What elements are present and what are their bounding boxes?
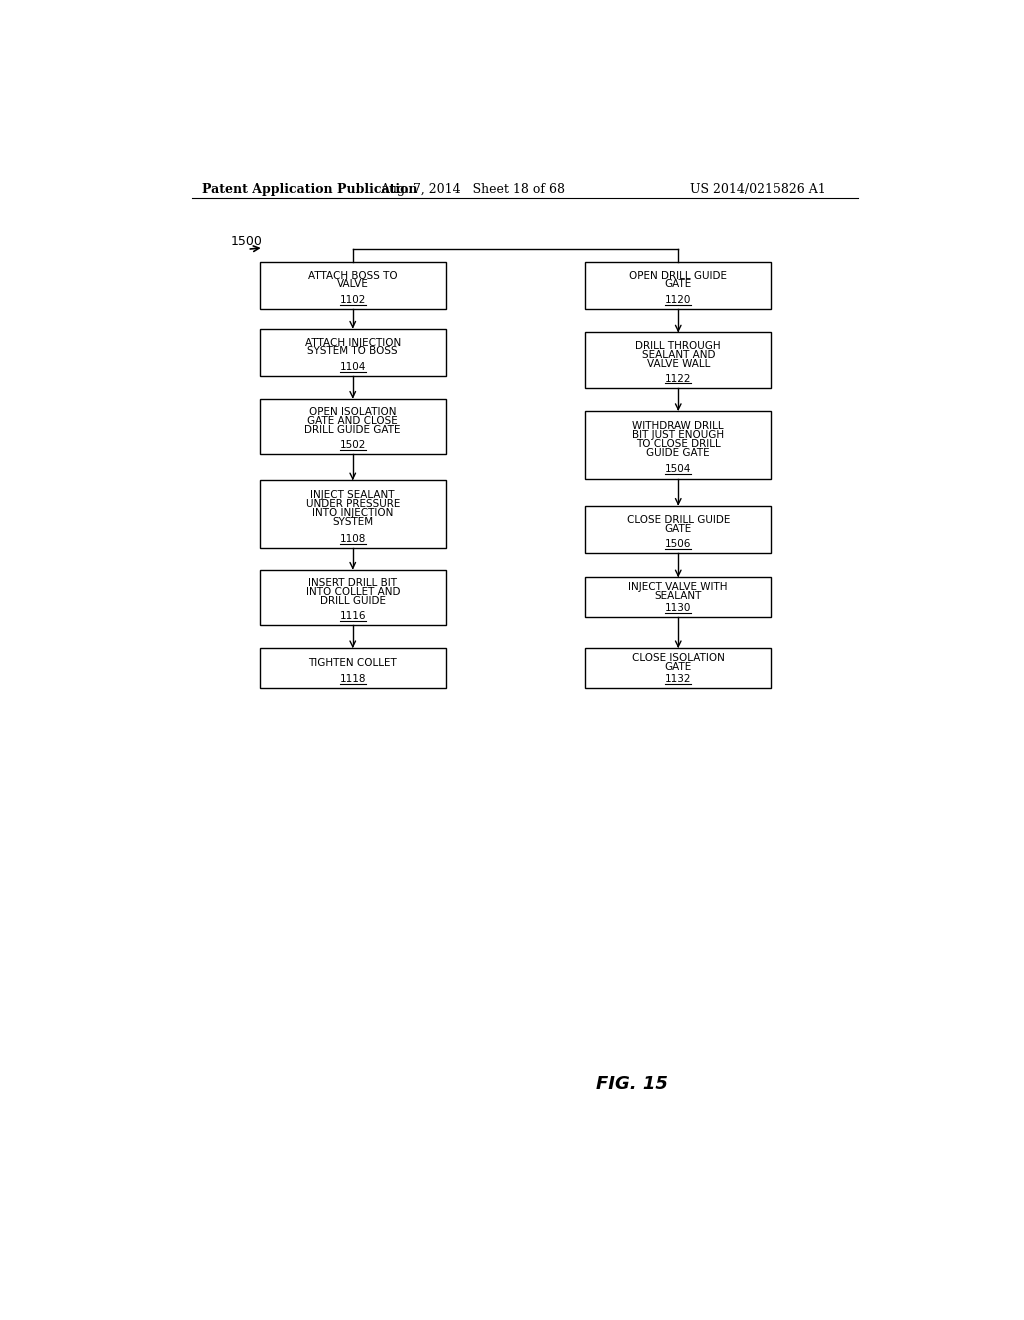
Text: 1102: 1102 — [340, 296, 366, 305]
Text: TIGHTEN COLLET: TIGHTEN COLLET — [308, 657, 397, 668]
Text: INTO COLLET AND: INTO COLLET AND — [305, 587, 400, 597]
Text: 1506: 1506 — [665, 539, 691, 549]
Bar — [586, 648, 771, 688]
Text: DRILL GUIDE: DRILL GUIDE — [319, 595, 386, 606]
Text: TO CLOSE DRILL: TO CLOSE DRILL — [636, 438, 721, 449]
Text: 1132: 1132 — [665, 675, 691, 684]
Text: 1120: 1120 — [665, 296, 691, 305]
Bar — [586, 577, 771, 618]
Text: INJECT SEALANT: INJECT SEALANT — [310, 491, 395, 500]
Bar — [260, 329, 445, 376]
Text: GATE: GATE — [665, 280, 692, 289]
Text: BIT JUST ENOUGH: BIT JUST ENOUGH — [632, 430, 724, 440]
Text: 1130: 1130 — [665, 603, 691, 612]
Text: WITHDRAW DRILL: WITHDRAW DRILL — [633, 421, 724, 432]
Text: SEALANT AND: SEALANT AND — [641, 350, 715, 360]
Text: SEALANT: SEALANT — [654, 591, 701, 602]
Text: GATE AND CLOSE: GATE AND CLOSE — [307, 416, 398, 426]
Text: GATE: GATE — [665, 663, 692, 672]
Text: Patent Application Publication: Patent Application Publication — [202, 183, 417, 197]
Text: 1116: 1116 — [340, 611, 366, 620]
Bar — [260, 648, 445, 688]
Text: ATTACH BOSS TO: ATTACH BOSS TO — [308, 271, 397, 281]
Text: CLOSE ISOLATION: CLOSE ISOLATION — [632, 653, 725, 664]
Text: DRILL THROUGH: DRILL THROUGH — [636, 341, 721, 351]
Bar — [586, 506, 771, 553]
Text: GATE: GATE — [665, 524, 692, 533]
Text: 1122: 1122 — [665, 374, 691, 384]
Bar — [260, 399, 445, 454]
Text: OPEN ISOLATION: OPEN ISOLATION — [309, 407, 396, 417]
Text: FIG. 15: FIG. 15 — [596, 1074, 668, 1093]
Text: ATTACH INJECTION: ATTACH INJECTION — [304, 338, 400, 347]
Text: 1502: 1502 — [340, 440, 366, 450]
Text: SYSTEM: SYSTEM — [332, 517, 374, 527]
Text: OPEN DRILL GUIDE: OPEN DRILL GUIDE — [630, 271, 727, 281]
Text: Aug. 7, 2014   Sheet 18 of 68: Aug. 7, 2014 Sheet 18 of 68 — [380, 183, 565, 197]
Text: GUIDE GATE: GUIDE GATE — [646, 447, 710, 458]
Text: CLOSE DRILL GUIDE: CLOSE DRILL GUIDE — [627, 515, 730, 525]
Bar — [260, 480, 445, 548]
Text: 1108: 1108 — [340, 533, 366, 544]
Text: VALVE WALL: VALVE WALL — [646, 359, 710, 368]
Text: DRILL GUIDE GATE: DRILL GUIDE GATE — [304, 425, 401, 434]
Text: SYSTEM TO BOSS: SYSTEM TO BOSS — [307, 346, 398, 356]
Text: 1504: 1504 — [665, 465, 691, 474]
Text: VALVE: VALVE — [337, 280, 369, 289]
Text: INTO INJECTION: INTO INJECTION — [312, 508, 393, 519]
Bar — [260, 261, 445, 309]
Bar — [586, 411, 771, 479]
Text: INSERT DRILL BIT: INSERT DRILL BIT — [308, 578, 397, 587]
Text: 1104: 1104 — [340, 362, 366, 372]
Text: US 2014/0215826 A1: US 2014/0215826 A1 — [690, 183, 825, 197]
Text: 1118: 1118 — [340, 675, 366, 684]
Text: INJECT VALVE WITH: INJECT VALVE WITH — [629, 582, 728, 593]
Bar — [260, 570, 445, 626]
Bar — [586, 333, 771, 388]
Bar — [586, 261, 771, 309]
Text: UNDER PRESSURE: UNDER PRESSURE — [305, 499, 400, 510]
Text: 1500: 1500 — [230, 235, 262, 248]
